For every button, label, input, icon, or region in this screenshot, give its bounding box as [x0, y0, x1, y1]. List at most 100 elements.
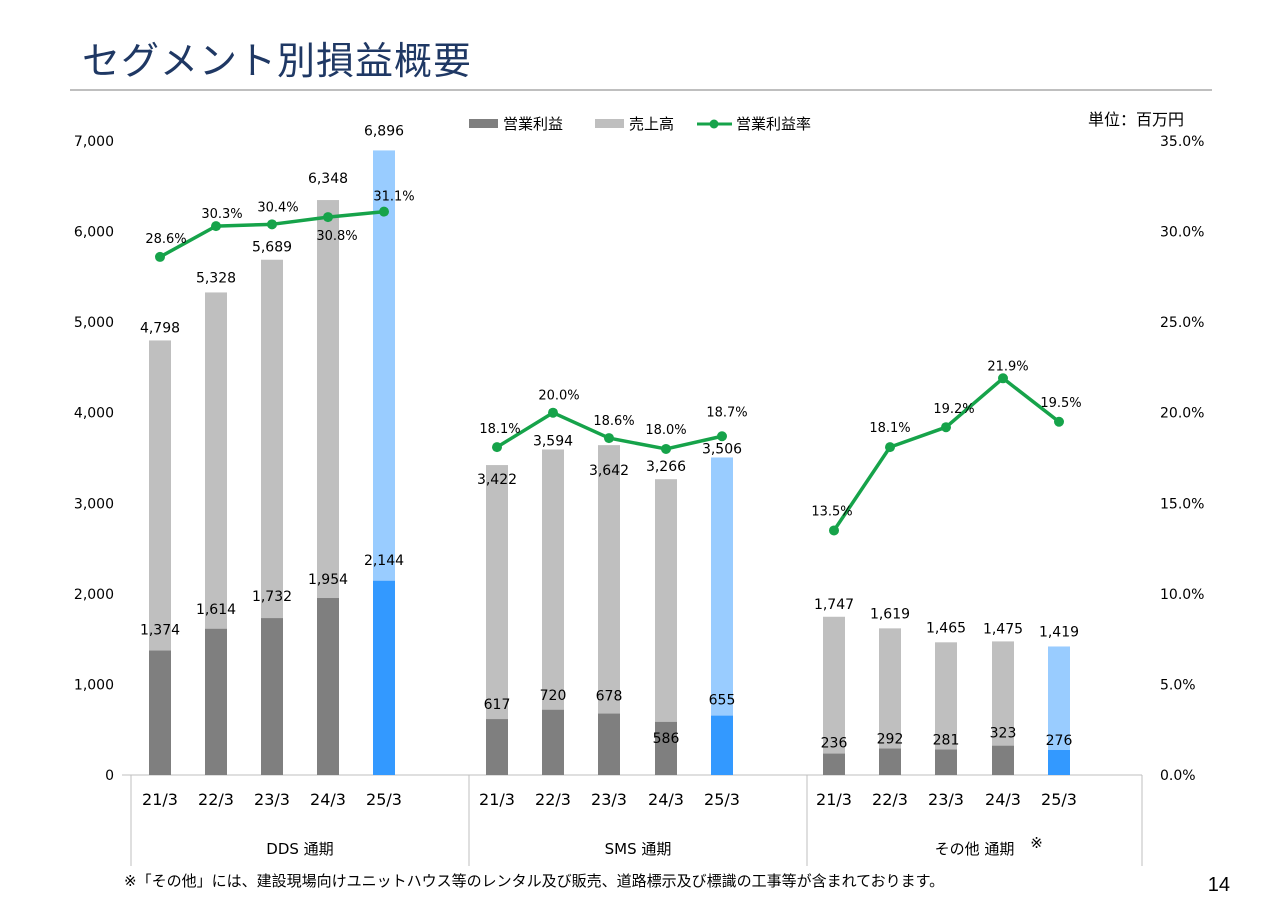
margin-point — [379, 206, 389, 217]
op-profit-bar — [261, 618, 283, 775]
margin-point — [885, 442, 895, 453]
unit-label: 単位：百万円 — [1087, 110, 1184, 129]
sales-data-label: 1,419 — [1039, 624, 1079, 640]
margin-point — [941, 422, 951, 433]
margin-point — [155, 251, 165, 262]
margin-data-label: 13.5% — [811, 504, 852, 519]
footnote: ※「その他」には、建設現場向けユニットハウス等のレンタル及び販売、道路標示及び標… — [124, 872, 945, 890]
x-tick-label: 22/3 — [872, 790, 908, 809]
op-profit-bar — [317, 598, 339, 775]
margin-data-label: 18.6% — [593, 414, 634, 429]
x-tick-label: 25/3 — [1041, 790, 1077, 809]
op-profit-bar — [655, 721, 677, 775]
margin-data-label: 18.1% — [479, 422, 520, 437]
op-profit-bar — [373, 580, 395, 775]
y-left-tick-label: 2,000 — [74, 587, 114, 603]
margin-point — [323, 212, 333, 223]
op-profit-data-label: 281 — [933, 733, 960, 749]
sales-bar — [823, 616, 845, 775]
op-profit-bar — [1048, 750, 1070, 775]
y-right-tick-label: 20.0% — [1160, 406, 1204, 422]
margin-point — [1054, 416, 1064, 427]
op-profit-bar — [711, 715, 733, 775]
margin-data-label: 30.8% — [316, 229, 357, 244]
legend-swatch-op-profit — [469, 119, 498, 128]
sales-bar — [542, 449, 564, 775]
op-profit-data-label: 720 — [540, 688, 567, 704]
margin-data-label: 21.9% — [987, 359, 1028, 374]
margin-point — [661, 443, 671, 454]
y-left-tick-label: 6,000 — [74, 225, 114, 241]
op-profit-bar — [879, 748, 901, 775]
y-right-tick-label: 35.0% — [1160, 134, 1204, 150]
sales-data-label: 5,689 — [252, 240, 292, 256]
op-profit-bar — [149, 650, 171, 775]
y-left-tick-label: 7,000 — [74, 134, 114, 150]
x-tick-label: 22/3 — [535, 790, 571, 809]
sales-data-label: 4,798 — [140, 320, 180, 336]
op-profit-data-label: 678 — [596, 689, 623, 705]
y-left-tick-label: 0 — [105, 768, 114, 784]
sales-data-label: 1,465 — [926, 620, 966, 636]
margin-point — [548, 407, 558, 418]
sales-data-label: 6,896 — [364, 123, 404, 139]
x-tick-label: 25/3 — [366, 790, 402, 809]
op-profit-data-label: 1,374 — [140, 623, 180, 639]
legend-swatch-sales — [595, 119, 624, 128]
margin-data-label: 18.1% — [869, 421, 910, 436]
op-profit-data-label: 617 — [484, 697, 511, 713]
margin-data-label: 20.0% — [538, 389, 579, 404]
op-profit-data-label: 276 — [1046, 733, 1073, 749]
sales-bar — [935, 642, 957, 775]
x-tick-label: 23/3 — [928, 790, 964, 809]
x-tick-label: 25/3 — [704, 790, 740, 809]
x-tick-label: 22/3 — [198, 790, 234, 809]
op-profit-bar — [935, 749, 957, 775]
y-right-tick-label: 0.0% — [1160, 768, 1196, 784]
y-right-tick-label: 5.0% — [1160, 677, 1196, 693]
x-tick-label: 24/3 — [310, 790, 346, 809]
y-right-tick-label: 10.0% — [1160, 587, 1204, 603]
y-left-tick-label: 5,000 — [74, 315, 114, 331]
op-profit-data-label: 586 — [653, 731, 680, 747]
margin-point — [211, 221, 221, 232]
sales-data-label: 1,475 — [983, 621, 1023, 637]
group-label: その他 通期 — [935, 840, 1015, 858]
group-label: DDS 通期 — [266, 840, 333, 858]
sales-bar — [711, 457, 733, 775]
sales-bar — [598, 445, 620, 775]
op-profit-data-label: 2,144 — [364, 553, 404, 569]
group-label: SMS 通期 — [605, 840, 672, 858]
margin-data-label: 19.5% — [1040, 396, 1081, 411]
op-profit-bar — [823, 753, 845, 775]
legend-label-sales: 売上高 — [629, 115, 674, 133]
legend-label-margin: 営業利益率 — [736, 115, 811, 133]
op-profit-data-label: 1,732 — [252, 589, 292, 605]
margin-data-label: 19.2% — [933, 402, 974, 417]
op-profit-bar — [542, 709, 564, 775]
group-note-mark: ※ — [1030, 834, 1043, 852]
sales-data-label: 3,594 — [533, 433, 573, 449]
y-right-tick-label: 30.0% — [1160, 225, 1204, 241]
op-profit-bar — [486, 719, 508, 775]
op-profit-data-label: 292 — [877, 732, 904, 748]
sales-data-label: 1,747 — [814, 597, 854, 613]
legend-label-op-profit: 営業利益 — [503, 115, 563, 133]
sales-data-label: 5,328 — [196, 270, 236, 286]
op-profit-bar — [992, 745, 1014, 775]
sales-data-label: 3,422 — [477, 472, 517, 488]
sales-bar — [879, 628, 901, 775]
margin-point — [717, 431, 727, 442]
margin-line — [832, 376, 1061, 532]
y-left-tick-label: 4,000 — [74, 406, 114, 422]
x-tick-label: 21/3 — [816, 790, 852, 809]
sales-bar — [992, 641, 1014, 775]
x-tick-label: 21/3 — [479, 790, 515, 809]
sales-bar — [486, 465, 508, 775]
y-right-tick-label: 25.0% — [1160, 315, 1204, 331]
x-tick-label: 24/3 — [648, 790, 684, 809]
op-profit-bar — [205, 628, 227, 775]
y-right-tick-label: 15.0% — [1160, 496, 1204, 512]
x-tick-label: 23/3 — [254, 790, 290, 809]
